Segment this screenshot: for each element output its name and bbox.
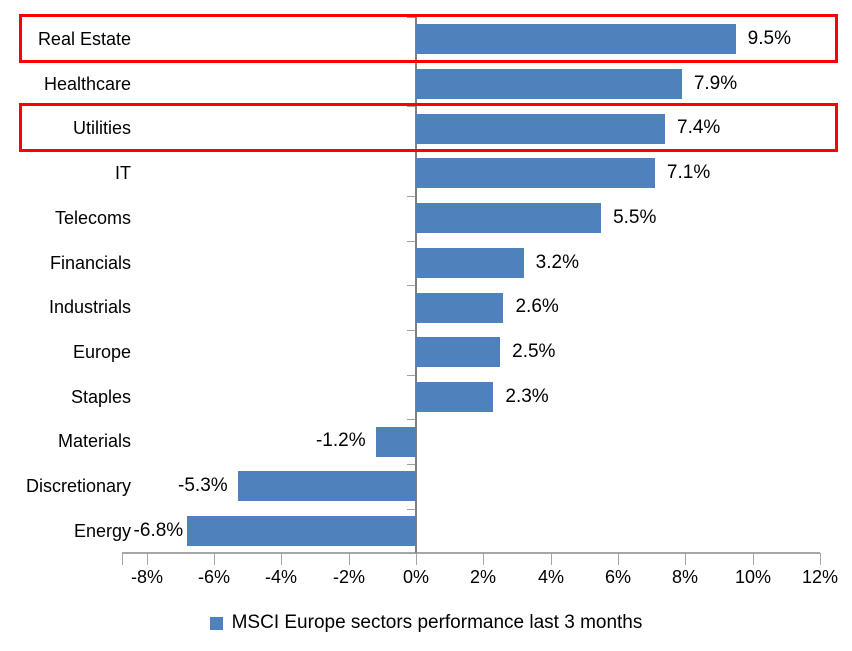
x-axis-tick (753, 553, 754, 565)
x-axis-tick (416, 553, 417, 565)
highlight-box (19, 103, 838, 152)
legend-label: MSCI Europe sectors performance last 3 m… (231, 612, 643, 633)
x-axis-tick (685, 553, 686, 565)
x-tick-label: 8% (671, 567, 698, 587)
category-axis-tick (407, 419, 415, 420)
x-tick-label: -2% (332, 567, 365, 587)
category-label: Real Estate (37, 29, 131, 49)
bar-value-label: 3.2% (535, 251, 579, 273)
bar (416, 24, 736, 55)
category-axis-tick (407, 375, 415, 376)
bar-value-label: 2.5% (512, 340, 556, 362)
category-axis-tick (407, 241, 415, 242)
category-label: Financials (49, 252, 131, 273)
bar (416, 381, 494, 412)
bar (375, 426, 416, 457)
category-label: Telecoms (54, 207, 131, 228)
x-axis-tick (820, 553, 821, 565)
x-tick-label: -4% (264, 567, 297, 587)
bar-value-label: 5.5% (613, 206, 657, 228)
category-label: IT (115, 163, 131, 184)
category-label: Healthcare (43, 73, 131, 94)
x-axis-tick (349, 553, 350, 565)
bar (416, 292, 504, 323)
bar (237, 471, 416, 502)
bar (416, 247, 524, 278)
x-tick-label: 4% (537, 567, 564, 587)
bar (416, 69, 682, 100)
bar-value-label: -5.3% (178, 475, 228, 496)
bar (416, 113, 665, 144)
category-axis-tick (407, 106, 415, 107)
bar (416, 337, 501, 368)
category-axis-tick (407, 330, 415, 331)
bar (416, 203, 602, 234)
bar-value-label: 7.4% (677, 117, 721, 139)
zero-baseline-axis (415, 17, 417, 553)
x-axis-line (122, 552, 820, 554)
x-axis-tick (551, 553, 552, 565)
category-label: Energy (73, 520, 131, 541)
x-tick-label: 10% (734, 567, 772, 587)
legend: MSCI Europe sectors performance last 3 m… (0, 608, 852, 638)
x-tick-label: -6% (197, 567, 230, 587)
x-tick-label: 2% (469, 567, 496, 587)
bar-value-label: -1.2% (315, 430, 366, 452)
category-axis-tick (407, 464, 415, 465)
bar-value-label: 2.3% (505, 385, 549, 407)
category-label: Staples (70, 386, 131, 407)
bar-value-label: 7.1% (666, 162, 711, 184)
highlight-box (19, 14, 838, 63)
category-axis-tick (407, 553, 415, 554)
bar-value-label: 7.9% (693, 72, 738, 94)
legend-marker-icon (209, 616, 223, 630)
category-label: Industrials (48, 297, 131, 318)
x-tick-label: 12% (801, 567, 839, 587)
category-label: Utilities (72, 118, 131, 139)
x-axis-tick (122, 553, 123, 565)
bar-value-label: -6.8% (133, 519, 184, 541)
bar (187, 516, 416, 547)
x-axis-tick (281, 553, 282, 565)
x-axis-tick (147, 553, 148, 565)
category-label: Materials (57, 431, 131, 452)
category-axis-tick (407, 17, 415, 18)
category-axis-tick (407, 285, 415, 286)
bar (416, 158, 655, 189)
category-label: Discretionary (25, 476, 131, 496)
x-tick-label: 0% (402, 567, 429, 587)
bar-value-label: 9.5% (747, 28, 791, 49)
x-tick-label: 6% (604, 567, 631, 587)
category-axis-tick (407, 509, 415, 510)
category-axis-tick (407, 196, 415, 197)
category-label: Europe (72, 341, 131, 362)
x-axis-tick (483, 553, 484, 565)
x-axis-tick (214, 553, 215, 565)
bar-value-label: 2.6% (515, 296, 559, 318)
x-tick-label: -8% (130, 567, 163, 587)
x-axis-tick (618, 553, 619, 565)
